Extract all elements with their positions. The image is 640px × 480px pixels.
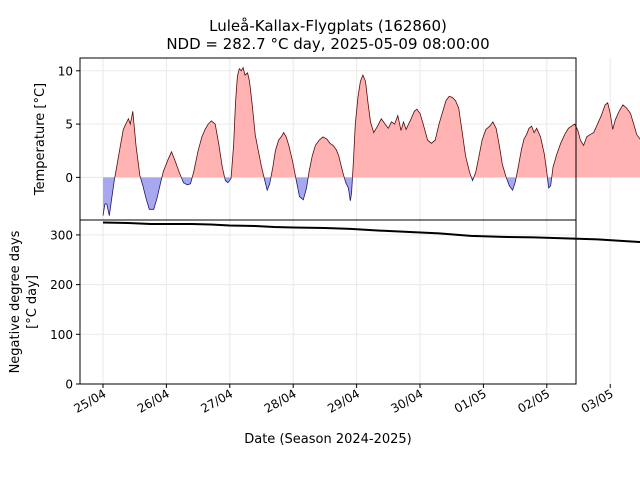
temperature-line <box>102 66 640 216</box>
top-panel: 0 5 10 Temperature [°C] <box>33 57 640 221</box>
negative-temperature-fill <box>103 177 115 216</box>
degree-days-line <box>102 221 640 244</box>
top-y-tick-label: 10 <box>58 64 73 78</box>
positive-temperature-line <box>230 66 265 178</box>
negative-temperature-line <box>471 177 475 182</box>
negative-temperature-line <box>263 177 272 192</box>
positive-temperature-fill <box>551 102 640 178</box>
chart-title: Luleå-Kallax-Flygplats (162860) <box>209 17 447 35</box>
negative-temperature-line <box>180 177 193 186</box>
positive-temperature-fill <box>161 151 182 178</box>
positive-temperature-line <box>352 74 472 178</box>
chart-subtitle: NDD = 282.7 °C day, 2025-05-09 08:00:00 <box>166 35 489 53</box>
x-axis-label: Date (Season 2024-2025) <box>244 432 412 447</box>
bottom-y-tick-label: 0 <box>65 378 73 392</box>
positive-temperature-fill <box>231 67 264 178</box>
negative-temperature-fill <box>264 177 271 191</box>
positive-temperature-line <box>307 136 345 178</box>
positive-temperature-fill <box>308 136 345 178</box>
bottom-y-axis-unit: [°C day] <box>25 275 40 329</box>
negative-temperature-fill <box>224 177 232 183</box>
positive-temperature-line <box>473 121 507 178</box>
positive-temperature-fill <box>352 75 472 178</box>
positive-temperature-fill <box>473 121 507 178</box>
negative-temperature-fill <box>295 177 309 200</box>
bottom-y-tick-label: 100 <box>50 328 73 342</box>
top-y-tick-label: 0 <box>65 171 73 185</box>
negative-temperature-line <box>140 177 163 210</box>
top-y-axis: 0 5 10 <box>58 64 80 185</box>
positive-temperature-line <box>515 125 548 178</box>
positive-temperature-fill <box>270 132 296 178</box>
positive-temperature-line <box>191 120 225 178</box>
negative-temperature-line <box>547 177 553 189</box>
bottom-y-axis: 0 100 200 300 <box>50 228 80 392</box>
negative-temperature-line <box>102 177 116 216</box>
negative-temperature-line <box>224 177 232 184</box>
positive-temperature-line <box>551 102 640 178</box>
negative-temperature-line <box>343 177 353 201</box>
top-y-tick-label: 5 <box>65 118 73 132</box>
top-y-axis-label: Temperature [°C] <box>33 83 48 196</box>
negative-temperature-fill <box>140 177 162 210</box>
positive-temperature-line <box>161 150 182 178</box>
degree-days-series-line <box>102 221 640 244</box>
positive-temperature-fill <box>192 120 225 178</box>
negative-temperature-line <box>295 177 309 201</box>
bottom-plot-frame <box>79 219 577 385</box>
bottom-y-tick-label: 300 <box>50 228 73 242</box>
positive-temperature-line <box>114 111 141 178</box>
bottom-y-tick-label: 200 <box>50 278 73 292</box>
negative-temperature-line <box>505 177 517 192</box>
negative-temperature-fill <box>506 177 517 191</box>
positive-temperature-line <box>270 131 297 178</box>
bottom-y-axis-label: Negative degree days <box>8 230 23 373</box>
